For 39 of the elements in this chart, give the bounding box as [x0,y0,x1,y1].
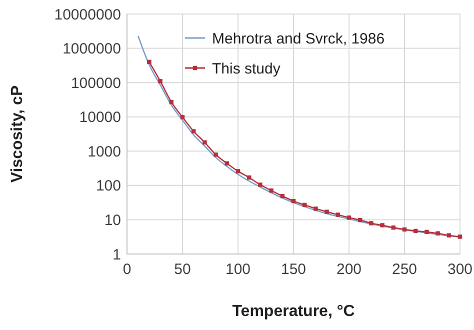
legend-label: This study [212,60,281,78]
x-tick-label: 50 [174,261,191,278]
y-axis-title: Viscosity, cP [9,85,26,183]
x-axis-title: Temperature, °C [232,303,356,320]
point [346,216,352,220]
point [258,182,262,187]
x-tick-label: 0 [122,261,132,278]
point [424,230,429,234]
point [180,115,185,120]
legend-label: Mehrotra and Svrck, 1986 [212,30,385,48]
x-tick-label: 200 [336,261,362,278]
point [446,233,452,238]
y-tick-label: 100000 [70,74,121,92]
point [269,188,274,193]
point [147,60,152,64]
y-tick-label: 1000000 [62,40,121,58]
y-tick-label: 10000 [79,109,121,126]
y-tick-label: 10000000 [54,6,121,24]
y-tick-label: 1 [112,246,121,264]
point [191,129,196,134]
point [369,221,374,226]
x-tick-label: 150 [280,261,306,278]
point [436,231,440,236]
point [314,206,318,211]
point [380,223,384,228]
point [324,210,329,214]
point [458,234,462,239]
y-tick-label: 1000 [88,143,121,160]
point [202,140,207,145]
point [214,152,218,157]
point [236,169,240,174]
point [158,79,162,84]
point [224,161,230,166]
x-tick-label: 250 [392,261,418,278]
point [336,212,340,217]
y-tick-label: 10 [104,212,121,229]
x-tick-label: 100 [225,261,251,278]
y-tick-label: 100 [96,178,121,195]
x-tick-label: 300 [447,261,473,278]
